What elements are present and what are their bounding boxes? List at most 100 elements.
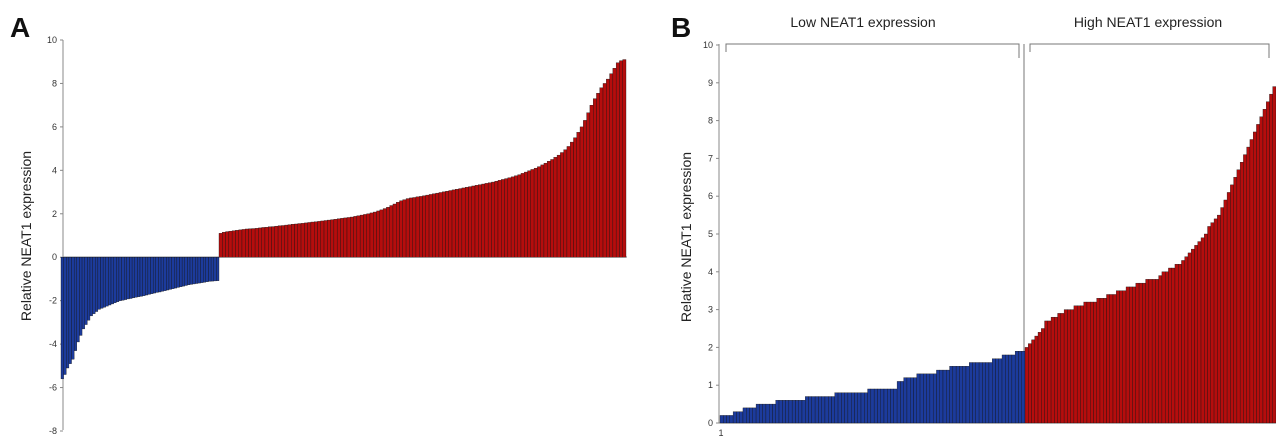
y-tick-label: 4	[52, 165, 57, 175]
low-expression-bar	[184, 257, 188, 286]
high-expression-bar	[619, 60, 623, 258]
high-expression-bar	[330, 219, 335, 258]
panel-a-chart: A Relative NEAT1 expression 10 8 6 4 2 0 -2 -4 -…	[10, 12, 627, 436]
low-expression-bar	[877, 388, 881, 424]
low-expression-bar	[834, 392, 839, 424]
high-expression-bar	[589, 104, 594, 258]
high-expression-bar	[231, 230, 236, 258]
high-expression-bar	[422, 195, 426, 258]
y-tick-label: 2	[52, 209, 57, 219]
low-expression-bar	[68, 257, 72, 364]
high-expression-bar	[602, 83, 607, 258]
high-expression-bar	[1174, 264, 1179, 424]
high-expression-bar	[1106, 294, 1110, 424]
low-expression-bar	[837, 392, 842, 424]
low-expression-bar	[887, 388, 891, 424]
low-expression-bar	[60, 257, 64, 380]
low-expression-bar	[896, 381, 901, 424]
low-expression-bar	[791, 400, 796, 424]
low-expression-bar	[124, 257, 128, 300]
high-expression-bar	[281, 225, 285, 258]
low-expression-bar	[73, 257, 77, 351]
high-expression-bar	[1070, 309, 1075, 424]
high-expression-bar	[1090, 301, 1094, 424]
low-expression-bar	[66, 257, 70, 369]
low-expression-bar	[1021, 351, 1026, 424]
low-expression-bar	[205, 257, 209, 282]
low-expression-bar	[942, 369, 947, 424]
panel-a-y-ticks: 10 8 6 4 2 0 -2 -4 -6 -8	[47, 35, 63, 436]
high-expression-bar	[1223, 199, 1228, 424]
high-expression-bar	[1063, 309, 1068, 424]
low-expression-bar	[726, 415, 731, 424]
low-expression-bar	[988, 362, 993, 424]
high-expression-bar	[1034, 335, 1039, 424]
high-expression-bar	[254, 228, 259, 258]
high-expression-bar	[386, 207, 390, 258]
y-tick-label: 3	[708, 305, 713, 315]
high-expression-bar	[222, 232, 226, 258]
low-expression-bar	[841, 392, 845, 424]
low-expression-bar	[969, 362, 973, 424]
high-expression-bar	[478, 184, 482, 258]
high-expression-bar	[1220, 207, 1225, 424]
high-expression-bar	[468, 186, 472, 258]
low-expression-bar	[147, 257, 151, 295]
low-expression-bar	[166, 257, 170, 291]
high-expression-bar	[530, 169, 535, 258]
low-expression-bar	[150, 257, 154, 294]
low-expression-bar	[910, 377, 914, 424]
high-expression-bar	[350, 216, 354, 258]
high-expression-bar	[1168, 267, 1172, 424]
low-expression-bar	[903, 377, 908, 424]
low-expression-bar	[1008, 354, 1013, 424]
high-expression-bar	[1171, 267, 1176, 424]
y-tick-label: 2	[708, 342, 713, 352]
low-expression-bar	[978, 362, 983, 424]
high-expression-bar	[448, 190, 453, 258]
high-expression-bar	[241, 229, 246, 258]
high-expression-bar	[323, 220, 328, 258]
y-tick-label: 9	[708, 78, 713, 88]
high-expression-bar	[1197, 241, 1202, 424]
high-expression-bar	[514, 175, 518, 258]
panel-b-bars	[719, 86, 1276, 424]
y-tick-label: 8	[52, 78, 57, 88]
low-expression-bar	[187, 257, 191, 285]
low-expression-bar	[916, 373, 921, 424]
low-expression-bar	[844, 392, 849, 424]
low-expression-bar	[801, 400, 806, 424]
low-expression-bar	[808, 396, 813, 424]
low-expression-bar	[142, 257, 146, 296]
low-expression-bar	[216, 257, 220, 281]
high-expression-bar	[1191, 248, 1195, 424]
high-expression-bar	[1083, 301, 1088, 424]
high-expression-bar	[271, 226, 275, 258]
high-expression-bar	[461, 187, 466, 258]
low-expression-bar	[105, 257, 109, 307]
low-expression-bar	[828, 396, 832, 424]
low-expression-bar	[89, 257, 93, 317]
high-expression-bar	[359, 214, 364, 258]
low-expression-bar	[893, 388, 898, 424]
high-expression-bar	[1103, 298, 1107, 424]
low-expression-bar	[152, 257, 156, 294]
high-expression-bar	[1024, 347, 1029, 424]
low-expression-bar	[84, 257, 88, 325]
high-expression-bar	[583, 120, 587, 258]
low-expression-bar	[81, 257, 85, 330]
high-expression-bar	[471, 185, 476, 258]
high-expression-bar	[392, 203, 397, 258]
low-expression-bar	[739, 411, 744, 424]
low-expression-bar	[139, 257, 143, 297]
high-expression-bar	[432, 193, 436, 258]
low-expression-bar	[129, 257, 133, 299]
high-expression-bar	[1028, 343, 1032, 424]
high-expression-bar	[218, 233, 223, 258]
high-expression-bar	[481, 183, 486, 258]
low-expression-bar	[179, 257, 183, 287]
low-expression-bar	[102, 257, 106, 308]
low-expression-bar	[79, 257, 83, 336]
high-expression-bar	[540, 164, 545, 258]
